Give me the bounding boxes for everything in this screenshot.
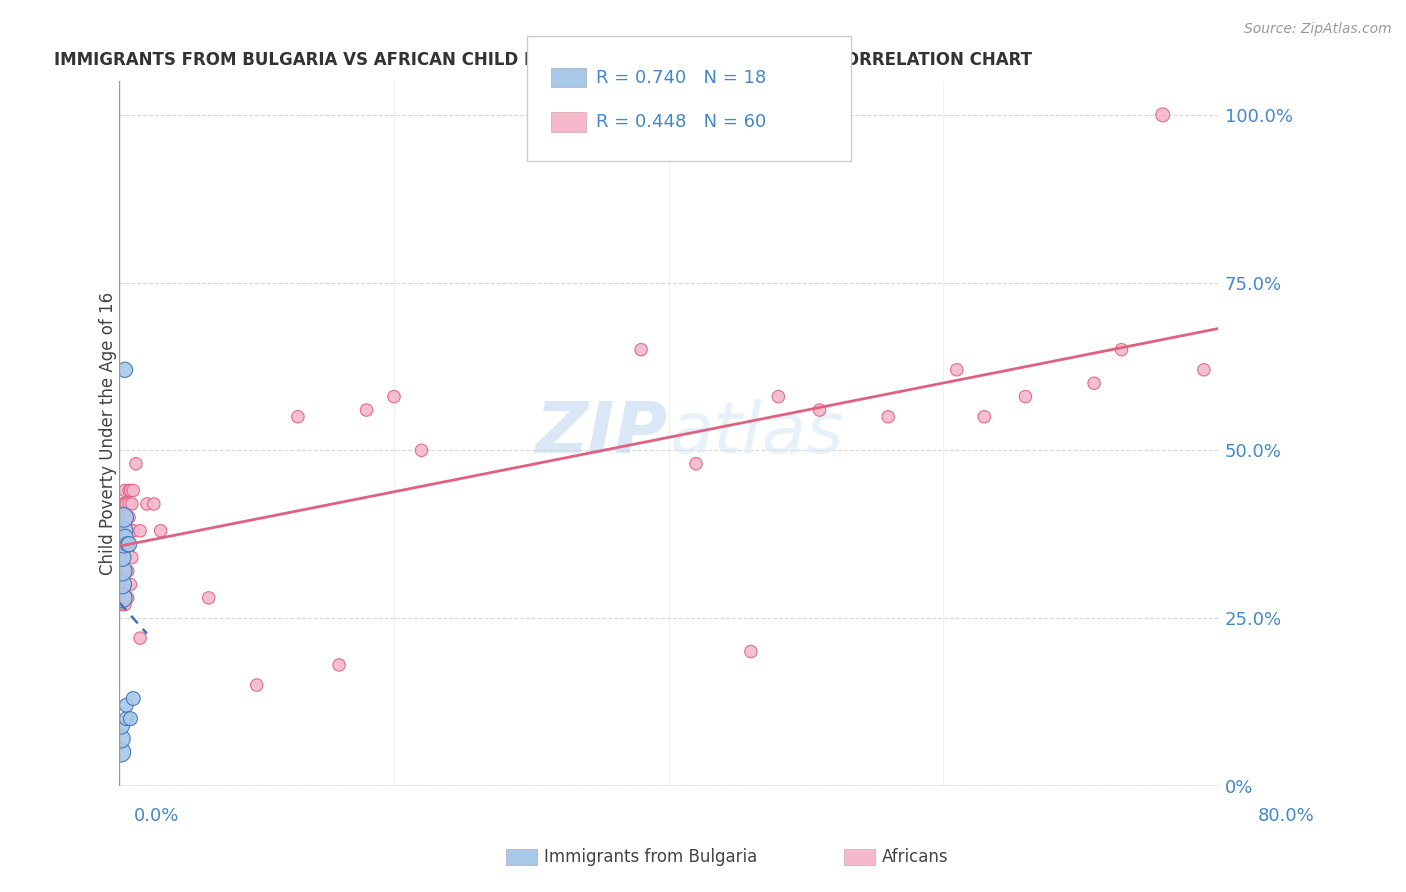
Point	[121, 497, 143, 511]
Point	[411, 443, 433, 458]
Point	[111, 550, 134, 565]
Point	[111, 577, 134, 591]
Text: ZIP: ZIP	[536, 399, 669, 468]
Point	[112, 550, 135, 565]
Text: Immigrants from Bulgaria: Immigrants from Bulgaria	[544, 848, 758, 866]
Text: R = 0.740   N = 18: R = 0.740 N = 18	[596, 69, 766, 87]
Point	[117, 537, 139, 551]
Point	[114, 531, 136, 545]
Point	[115, 524, 138, 538]
Point	[946, 363, 969, 377]
Point	[1152, 108, 1174, 122]
Point	[1014, 390, 1036, 404]
Point	[110, 591, 132, 605]
Point	[121, 550, 143, 565]
Point	[111, 591, 134, 605]
Text: 0.0%: 0.0%	[134, 807, 179, 825]
Point	[118, 483, 141, 498]
Point	[115, 712, 138, 726]
Point	[115, 698, 138, 713]
Point	[197, 591, 219, 605]
Point	[120, 483, 142, 498]
Point	[1083, 376, 1105, 391]
Point	[129, 631, 152, 645]
Point	[142, 497, 165, 511]
Text: R = 0.448   N = 60: R = 0.448 N = 60	[596, 113, 766, 131]
Point	[114, 537, 136, 551]
Point	[120, 577, 142, 591]
Point	[112, 524, 135, 538]
Point	[118, 510, 141, 524]
Point	[110, 718, 132, 732]
Point	[112, 510, 135, 524]
Point	[118, 497, 141, 511]
Point	[685, 457, 707, 471]
Point	[114, 483, 136, 498]
Point	[110, 550, 132, 565]
Point	[114, 598, 136, 612]
Text: 80.0%: 80.0%	[1258, 807, 1315, 825]
Point	[877, 409, 900, 424]
Text: atlas: atlas	[669, 399, 844, 468]
Point	[356, 403, 378, 417]
Point	[112, 510, 135, 524]
Point	[287, 409, 309, 424]
Point	[122, 483, 145, 498]
Point	[246, 678, 269, 692]
Point	[117, 591, 139, 605]
Point	[112, 577, 135, 591]
Point	[114, 497, 136, 511]
Point	[328, 657, 350, 672]
Point	[110, 731, 132, 746]
Point	[115, 497, 138, 511]
Point	[117, 544, 139, 558]
Text: Source: ZipAtlas.com: Source: ZipAtlas.com	[1244, 22, 1392, 37]
Point	[111, 591, 134, 605]
Point	[122, 691, 145, 706]
Point	[630, 343, 652, 357]
Point	[117, 564, 139, 578]
Point	[114, 363, 136, 377]
Text: IMMIGRANTS FROM BULGARIA VS AFRICAN CHILD POVERTY UNDER THE AGE OF 16 CORRELATIO: IMMIGRANTS FROM BULGARIA VS AFRICAN CHIL…	[53, 51, 1032, 69]
Point	[111, 497, 134, 511]
Point	[111, 537, 134, 551]
Point	[118, 524, 141, 538]
Point	[135, 497, 157, 511]
Point	[110, 745, 132, 759]
Point	[382, 390, 405, 404]
Point	[112, 524, 135, 538]
Point	[112, 537, 135, 551]
Point	[129, 524, 152, 538]
Text: Africans: Africans	[882, 848, 948, 866]
Point	[1111, 343, 1133, 357]
Point	[110, 564, 132, 578]
Point	[973, 409, 995, 424]
Point	[125, 457, 148, 471]
Point	[120, 712, 142, 726]
Point	[768, 390, 790, 404]
Point	[120, 524, 142, 538]
Point	[740, 644, 762, 658]
Point	[118, 537, 141, 551]
Point	[149, 524, 172, 538]
Point	[110, 577, 132, 591]
Point	[122, 524, 145, 538]
Point	[111, 564, 134, 578]
Y-axis label: Child Poverty Under the Age of 16: Child Poverty Under the Age of 16	[100, 292, 117, 575]
Point	[1192, 363, 1215, 377]
Point	[115, 510, 138, 524]
Point	[111, 598, 134, 612]
Point	[808, 403, 831, 417]
Point	[111, 524, 134, 538]
